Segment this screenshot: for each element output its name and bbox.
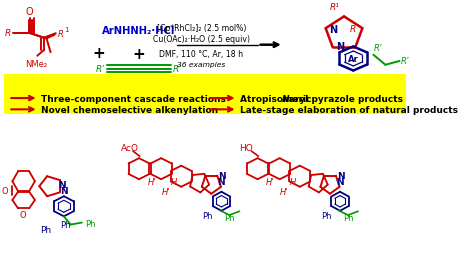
Text: -aryl pyrazole products: -aryl pyrazole products (285, 94, 403, 103)
Text: R: R (58, 29, 64, 39)
Text: Ph: Ph (224, 213, 235, 222)
Text: O: O (26, 7, 33, 17)
Text: N: N (61, 186, 68, 195)
Text: ArNHNH₂·HCl: ArNHNH₂·HCl (102, 26, 176, 36)
Text: N: N (219, 171, 226, 180)
Text: R¹: R¹ (330, 3, 340, 12)
Text: H: H (171, 177, 177, 186)
Text: O: O (2, 186, 9, 195)
Text: Atropisomeric: Atropisomeric (240, 94, 315, 103)
Text: H': H' (147, 177, 156, 186)
Text: Ph: Ph (41, 225, 52, 234)
Text: 1: 1 (64, 27, 69, 33)
Text: R: R (5, 29, 11, 38)
Text: DMF, 110 °C, Ar, 18 h: DMF, 110 °C, Ar, 18 h (159, 50, 243, 59)
Text: O: O (19, 210, 26, 219)
Text: R’: R’ (374, 43, 383, 53)
Text: [Cp*RhCl₂]₂ (2.5 mol%): [Cp*RhCl₂]₂ (2.5 mol%) (156, 24, 246, 33)
Text: Ph: Ph (60, 220, 71, 229)
Text: H': H' (161, 188, 170, 197)
Text: N: N (218, 177, 225, 186)
Text: Ph: Ph (321, 211, 331, 220)
Text: R: R (350, 25, 356, 34)
Text: N: N (329, 25, 337, 35)
Text: H': H' (266, 177, 275, 186)
Text: N: N (337, 171, 345, 180)
Text: R’: R’ (96, 65, 105, 74)
Text: Ph: Ph (202, 211, 213, 220)
Text: Ar: Ar (348, 55, 359, 64)
Text: NMe₂: NMe₂ (25, 60, 47, 69)
Text: R’: R’ (401, 57, 409, 66)
Text: +: + (92, 45, 105, 60)
Text: Novel chemoselective alkenylation: Novel chemoselective alkenylation (41, 105, 219, 114)
Text: AcO: AcO (121, 143, 139, 152)
Text: R’: R’ (173, 65, 182, 74)
Text: 36 examples: 36 examples (177, 62, 226, 68)
Text: Ph: Ph (85, 219, 95, 228)
Text: N: N (282, 94, 289, 103)
Text: N: N (59, 181, 66, 190)
Text: Cu(OAc)₂·H₂O (2.5 equiv): Cu(OAc)₂·H₂O (2.5 equiv) (153, 35, 250, 44)
Text: N: N (336, 42, 344, 52)
Text: H: H (290, 177, 296, 186)
Text: H': H' (280, 188, 288, 197)
Text: +: + (133, 47, 146, 62)
Bar (4, 74, 406, 114)
Text: N: N (336, 177, 344, 186)
Text: HO: HO (239, 143, 253, 152)
Text: Three-component cascade reactions: Three-component cascade reactions (41, 94, 226, 103)
Text: Late-stage elaboration of natural products: Late-stage elaboration of natural produc… (240, 105, 458, 114)
Text: Ph: Ph (343, 213, 353, 222)
